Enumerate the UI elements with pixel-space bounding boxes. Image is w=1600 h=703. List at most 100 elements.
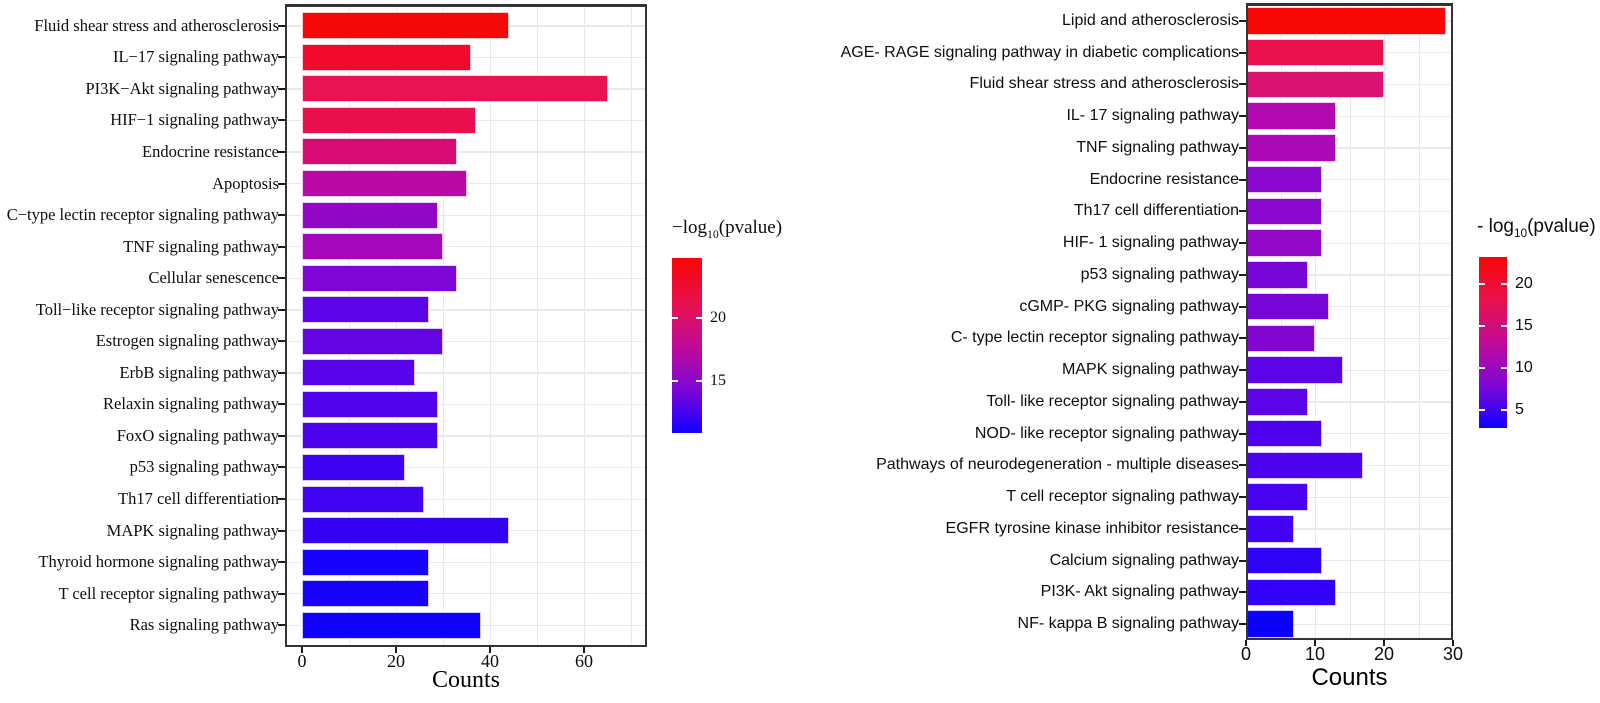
category-label: Fluid shear stress and atherosclerosis <box>969 75 1239 93</box>
bar <box>1246 261 1309 289</box>
gridline-vertical <box>396 6 398 645</box>
y-axis-tick <box>278 371 285 374</box>
category-label: EGFR tyrosine kinase inhibitor resistanc… <box>945 519 1239 537</box>
legend-tick-mark <box>672 316 678 319</box>
x-axis-tick <box>301 647 303 653</box>
category-label: HIF- 1 signaling pathway <box>1062 234 1239 252</box>
y-axis-tick <box>1239 591 1246 594</box>
y-axis-tick <box>278 561 285 564</box>
y-axis-tick <box>278 56 285 59</box>
legend-title-suffix: (pvalue) <box>718 217 783 238</box>
category-label: NF- kappa B signaling pathway <box>1017 615 1239 633</box>
y-axis-tick <box>278 624 285 627</box>
x-tick-label: 0 <box>1240 644 1252 664</box>
legend-tick-mark <box>672 380 678 382</box>
gridline-horizontal <box>287 498 645 500</box>
y-axis-tick <box>1239 400 1246 403</box>
gridline-vertical <box>1280 5 1282 638</box>
y-axis-tick <box>278 87 285 90</box>
y-axis-tick <box>1239 19 1246 22</box>
x-tick-label: 30 <box>1442 644 1464 664</box>
y-axis-tick <box>278 277 285 280</box>
category-label: Toll- like receptor signaling pathway <box>986 392 1239 410</box>
category-label: Estrogen signaling pathway <box>95 331 279 351</box>
bar <box>302 138 458 166</box>
category-label: Lipid and atherosclerosis <box>1062 11 1239 29</box>
y-axis-tick <box>278 498 285 501</box>
category-label: C−type lectin receptor signaling pathway <box>6 205 279 225</box>
gridline-horizontal <box>287 277 645 279</box>
legend-tick-mark <box>1501 325 1507 328</box>
bar <box>1246 229 1322 257</box>
gridline-horizontal <box>287 246 645 248</box>
category-label: Apoptosis <box>212 173 279 193</box>
legend-tick-mark <box>696 316 702 319</box>
category-label: Calcium signaling pathway <box>1049 551 1239 569</box>
gridline-vertical <box>443 6 445 645</box>
gridline-horizontal <box>287 309 645 311</box>
x-tick-label: 60 <box>575 651 593 671</box>
category-label: Ras signaling pathway <box>129 615 279 635</box>
y-axis-tick <box>1239 527 1246 530</box>
y-axis-tick <box>278 119 285 122</box>
kegg-barplot-right: Counts - log10(pvalue) Lipid and atheros… <box>810 0 1600 703</box>
category-label: Th17 cell differentiation <box>1073 202 1239 220</box>
category-label: p53 signaling pathway <box>129 457 279 477</box>
bar <box>1246 515 1295 543</box>
y-axis-tick <box>1239 337 1246 340</box>
legend-tick-label: 5 <box>1515 401 1524 419</box>
bar <box>302 296 429 324</box>
category-label: TNF signaling pathway <box>123 236 279 256</box>
y-axis-tick <box>278 466 285 469</box>
x-tick-label: 0 <box>297 651 307 671</box>
bar <box>302 517 509 545</box>
x-axis-title: Counts <box>431 667 500 693</box>
legend-gradient-bar <box>1479 257 1507 428</box>
category-label: cGMP- PKG signaling pathway <box>1019 297 1239 315</box>
category-label: Endocrine resistance <box>142 141 279 161</box>
category-label: Relaxin signaling pathway <box>103 394 279 414</box>
y-axis-tick <box>278 245 285 248</box>
gridline-vertical <box>584 6 586 645</box>
x-tick-label: 20 <box>1373 644 1395 664</box>
bar <box>302 422 439 450</box>
legend-tick-mark <box>696 380 702 382</box>
gridline-vertical <box>1384 5 1386 638</box>
bar <box>302 611 481 639</box>
y-axis-tick <box>1239 464 1246 467</box>
bar <box>302 43 472 71</box>
kegg-barplot-left: Counts −log10(pvalue) Fluid shear stress… <box>6 4 783 693</box>
category-label: MAPK signaling pathway <box>1062 361 1239 379</box>
x-tick-label: 40 <box>481 651 499 671</box>
x-axis-tick <box>1452 640 1454 646</box>
y-axis-tick <box>278 308 285 311</box>
gridline-vertical <box>1315 5 1317 638</box>
x-axis-tick <box>1245 640 1247 646</box>
y-axis-tick <box>1239 210 1246 213</box>
bar <box>302 580 429 608</box>
category-label: IL- 17 signaling pathway <box>1066 107 1239 125</box>
gridline-horizontal <box>287 340 645 343</box>
category-label: Th17 cell differentiation <box>118 489 279 509</box>
x-tick-label: 10 <box>1304 644 1326 664</box>
x-axis-tick <box>1314 640 1316 646</box>
gridline-horizontal <box>287 561 645 563</box>
category-label: Fluid shear stress and atherosclerosis <box>34 15 279 35</box>
bar <box>302 233 443 261</box>
y-axis-tick <box>1239 115 1246 118</box>
category-label: PI3K−Akt signaling pathway <box>85 78 279 98</box>
category-label: MAPK signaling pathway <box>106 520 279 540</box>
bar <box>302 485 425 513</box>
bar <box>1246 324 1315 353</box>
y-axis-tick <box>278 214 285 217</box>
bar <box>302 327 443 355</box>
legend-tick-label: 15 <box>710 372 726 389</box>
x-axis-tick <box>395 647 397 653</box>
gridline-horizontal <box>287 466 645 469</box>
bar <box>302 12 509 40</box>
y-axis-tick <box>1239 178 1246 181</box>
y-axis-tick <box>1239 305 1246 308</box>
legend-tick-label: 20 <box>1515 274 1533 292</box>
bar <box>302 75 608 103</box>
category-label: HIF−1 signaling pathway <box>110 110 279 130</box>
